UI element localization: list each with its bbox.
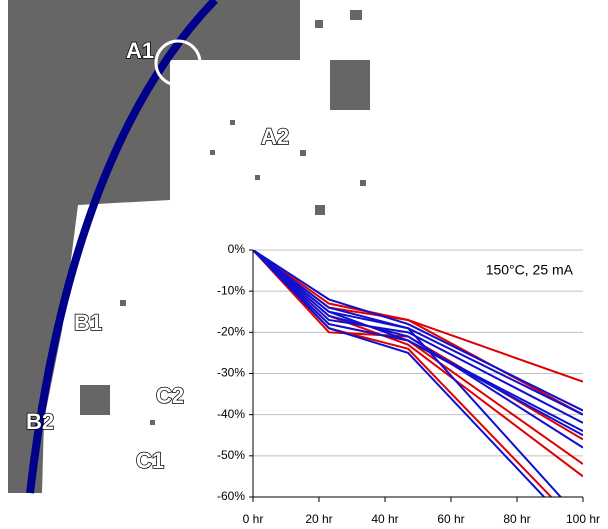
- region-label: A1: [126, 38, 154, 63]
- region-label: B2: [26, 409, 54, 434]
- y-tick-label: -60%: [217, 489, 245, 503]
- annotation: 150°C, 25 mA: [486, 262, 574, 278]
- figure: A1 A2 B1 B2 C1 C2 0% -10% -20% -30% -40% -50% -60% 0…: [0, 0, 608, 529]
- chart-background: [200, 238, 608, 529]
- x-tick-label: 0 hr: [243, 512, 264, 526]
- y-tick-label: -20%: [217, 325, 245, 339]
- x-tick-label: 100 hr: [566, 512, 600, 526]
- region-label: C2: [156, 383, 184, 408]
- region-label: B1: [74, 310, 102, 335]
- y-tick-label: -40%: [217, 407, 245, 421]
- x-tick-label: 40 hr: [371, 512, 398, 526]
- y-tick-label: -50%: [217, 448, 245, 462]
- y-tick-label: -10%: [217, 283, 245, 297]
- y-tick-label: -30%: [217, 366, 245, 380]
- x-tick-label: 60 hr: [437, 512, 464, 526]
- x-tick-label: 20 hr: [305, 512, 332, 526]
- region-label: A2: [261, 124, 289, 149]
- x-tick-label: 80 hr: [503, 512, 530, 526]
- y-tick-label: 0%: [228, 242, 246, 256]
- region-label: C1: [136, 448, 164, 473]
